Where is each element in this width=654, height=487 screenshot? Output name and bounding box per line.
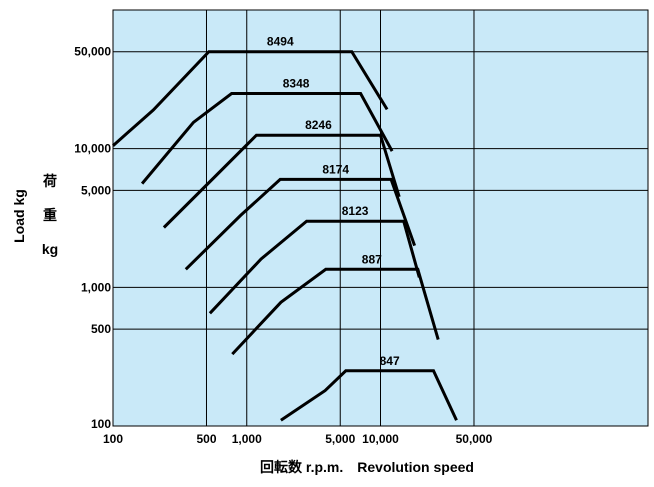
y-axis-title-jp-1: 荷 xyxy=(42,173,57,189)
y-tick-label: 500 xyxy=(91,322,111,336)
series-label: 847 xyxy=(380,354,400,368)
series-line xyxy=(162,133,401,229)
series-label: 887 xyxy=(362,252,382,266)
x-axis-title: 回転数 r.p.m. Revolution speed xyxy=(260,459,474,475)
y-tick-labels: 100 500 1,000 5,000 10,000 50,000 xyxy=(74,45,111,431)
series-line xyxy=(112,50,389,147)
y-tick-label: 50,000 xyxy=(74,45,111,59)
y-axis-title-unit: kg xyxy=(42,241,58,257)
y-tick-label: 100 xyxy=(91,417,111,431)
series-labels: 8494 8348 8246 8174 8123 887 847 xyxy=(267,35,400,368)
y-axis-title-jp-2: 重 xyxy=(43,207,57,223)
series-line xyxy=(231,267,440,356)
series-line xyxy=(184,177,417,271)
x-tick-label: 100 xyxy=(103,432,123,446)
series-line xyxy=(208,219,421,315)
series-label: 8494 xyxy=(267,35,294,49)
x-tick-label: 500 xyxy=(196,432,216,446)
x-tick-label: 1,000 xyxy=(232,432,262,446)
series-label: 8123 xyxy=(342,204,369,218)
y-tick-label: 10,000 xyxy=(74,142,111,156)
series-label: 8246 xyxy=(305,118,332,132)
x-tick-label: 5,000 xyxy=(325,432,355,446)
series-line xyxy=(140,92,394,185)
y-tick-label: 5,000 xyxy=(81,183,111,197)
series-lines xyxy=(112,50,458,422)
series-line xyxy=(280,369,458,422)
y-axis-title-en: Load kg xyxy=(11,189,27,243)
series-label: 8174 xyxy=(322,162,349,176)
series-label: 8348 xyxy=(283,76,310,90)
y-tick-label: 1,000 xyxy=(81,280,111,294)
x-tick-labels: 100 500 1,000 5,000 10,000 50,000 xyxy=(103,432,493,446)
grid-lines xyxy=(113,10,648,426)
x-tick-label: 50,000 xyxy=(456,432,493,446)
x-tick-label: 10,000 xyxy=(362,432,399,446)
